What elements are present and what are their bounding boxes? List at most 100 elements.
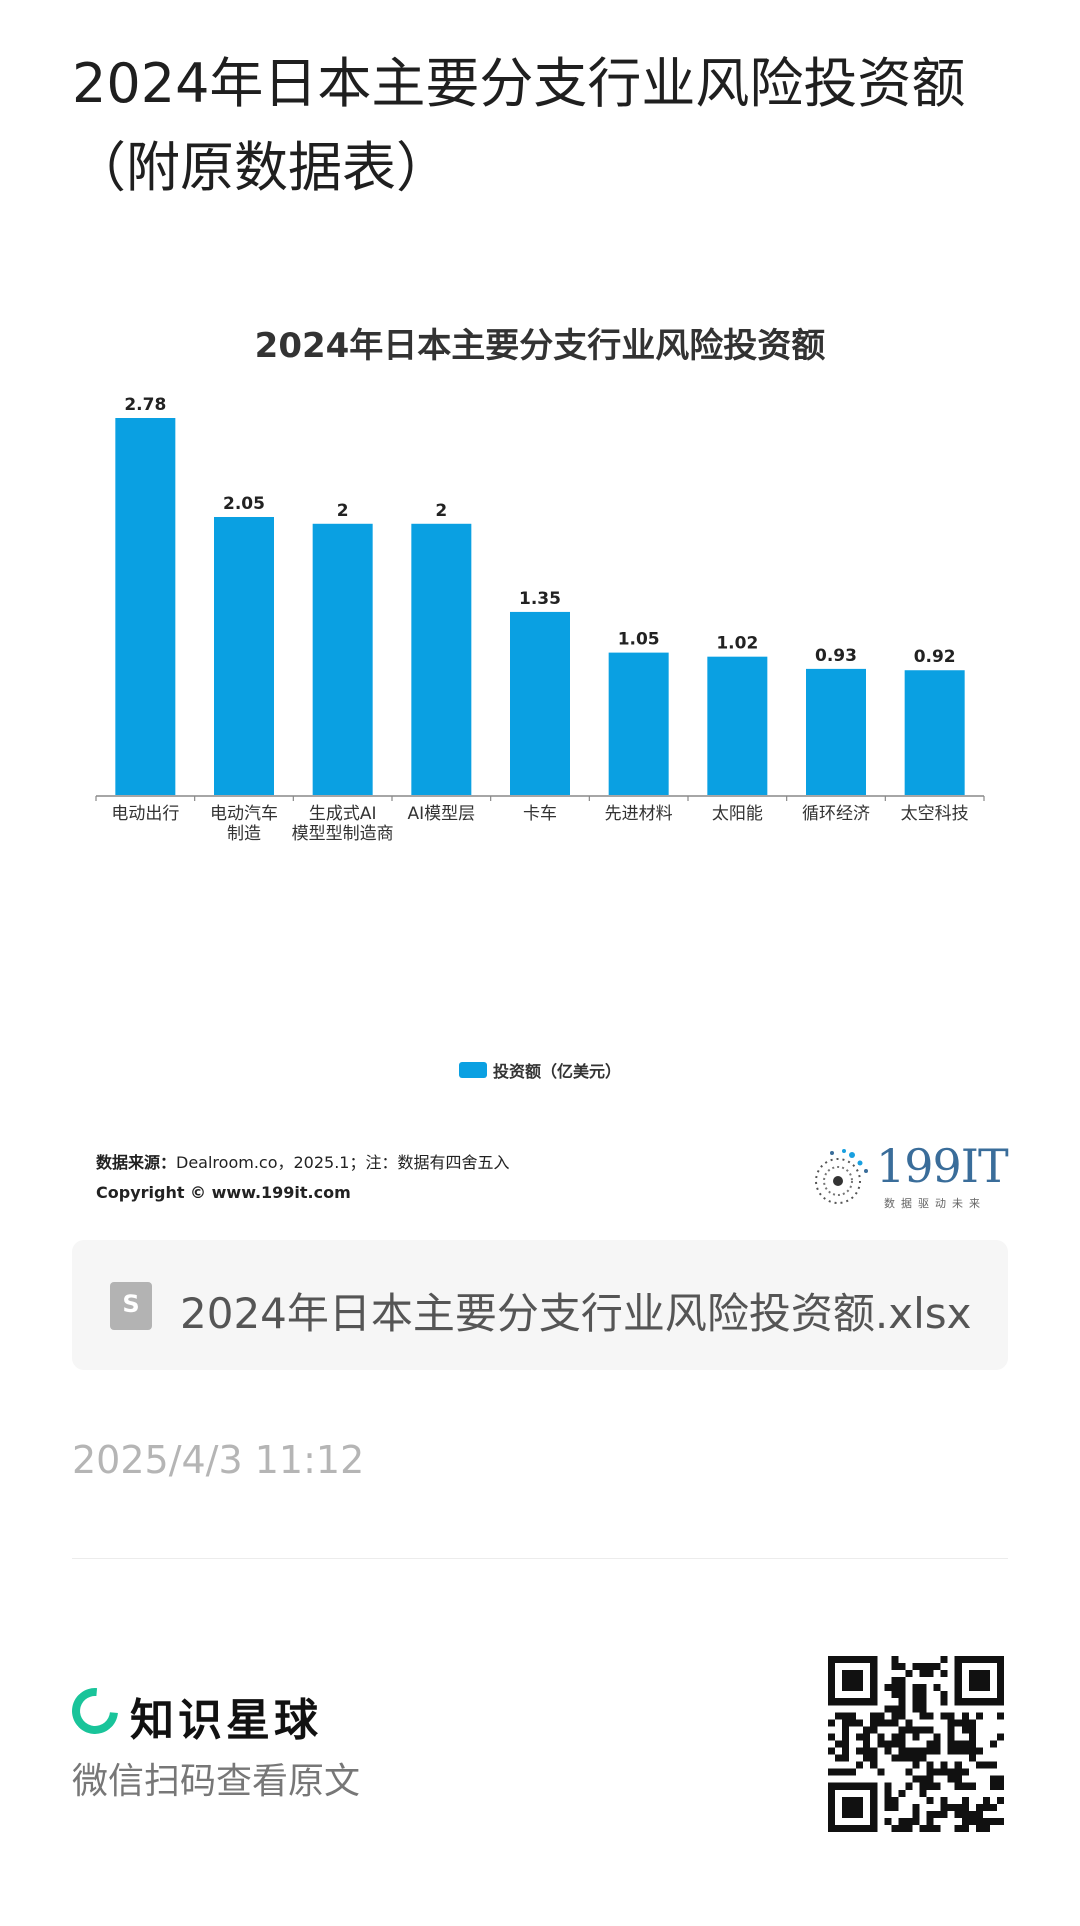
qr-code[interactable]	[828, 1656, 1004, 1832]
qr-module	[891, 1754, 899, 1762]
qr-module	[975, 1761, 983, 1769]
chart-bar	[312, 523, 373, 795]
x-tick-label: 循环经济	[802, 804, 870, 824]
qr-module	[849, 1768, 857, 1776]
qr-module	[912, 1761, 920, 1769]
attachment-file-card[interactable]: 2024年日本主要分支行业风险投资额.xlsx	[72, 1240, 1008, 1370]
qr-module	[954, 1768, 962, 1776]
bar-value-label: 1.35	[519, 589, 561, 609]
qr-module	[863, 1754, 871, 1762]
qr-module	[912, 1775, 920, 1783]
qr-module	[891, 1824, 899, 1832]
qr-finder-pattern	[842, 1796, 864, 1818]
bar-value-label: 1.02	[716, 634, 758, 654]
qr-module	[912, 1733, 920, 1741]
qr-module	[919, 1775, 927, 1783]
x-tick-label: AI模型层	[408, 804, 476, 824]
qr-module	[898, 1726, 906, 1734]
qr-module	[975, 1810, 983, 1818]
qr-module	[968, 1747, 976, 1755]
qr-module	[835, 1754, 843, 1762]
qr-module	[842, 1754, 850, 1762]
qr-module	[891, 1663, 899, 1671]
qr-module	[968, 1726, 976, 1734]
qr-module	[961, 1803, 969, 1811]
qr-module	[926, 1775, 934, 1783]
qr-module	[996, 1782, 1004, 1790]
qr-module	[954, 1782, 962, 1790]
qr-module	[891, 1705, 899, 1713]
x-tick-label: 电动汽车	[210, 804, 278, 824]
qr-finder-pattern	[842, 1670, 864, 1692]
qr-module	[947, 1768, 955, 1776]
qr-module	[968, 1733, 976, 1741]
qr-module	[961, 1712, 969, 1720]
chart-bar	[904, 670, 965, 795]
qr-module	[933, 1768, 941, 1776]
bar-value-label: 2.05	[223, 494, 265, 514]
qr-module	[926, 1796, 934, 1804]
qr-module	[919, 1684, 927, 1692]
qr-module	[954, 1803, 962, 1811]
qr-module	[898, 1712, 906, 1720]
qr-module	[877, 1719, 885, 1727]
qr-module	[870, 1747, 878, 1755]
qr-module	[891, 1656, 899, 1664]
qr-module	[926, 1747, 934, 1755]
199it-logo: 199IT 数据驱动未来	[808, 1135, 1009, 1215]
qr-module	[926, 1761, 934, 1769]
qr-module	[968, 1754, 976, 1762]
qr-module	[870, 1719, 878, 1727]
qr-module	[933, 1733, 941, 1741]
bar-value-label: 1.05	[618, 630, 660, 650]
qr-module	[947, 1775, 955, 1783]
qr-module	[926, 1670, 934, 1678]
qr-module	[891, 1677, 899, 1685]
qr-module	[898, 1698, 906, 1706]
qr-module	[842, 1747, 850, 1755]
qr-module	[926, 1712, 934, 1720]
qr-module	[926, 1817, 934, 1825]
qr-module	[905, 1817, 913, 1825]
qr-module	[842, 1712, 850, 1720]
qr-module	[919, 1712, 927, 1720]
qr-module	[975, 1817, 983, 1825]
chart-legend: 投资额（亿美元）	[72, 1058, 1008, 1082]
qr-module	[870, 1726, 878, 1734]
qr-module	[996, 1712, 1004, 1720]
attachment-file-name: 2024年日本主要分支行业风险投资额.xlsx	[180, 1289, 972, 1338]
qr-module	[940, 1810, 948, 1818]
qr-module	[961, 1740, 969, 1748]
qr-module	[884, 1782, 892, 1790]
qr-module	[954, 1747, 962, 1755]
qr-module	[989, 1761, 997, 1769]
chart-bar	[707, 656, 768, 795]
qr-module	[891, 1691, 899, 1699]
qr-module	[912, 1810, 920, 1818]
qr-module	[947, 1803, 955, 1811]
qr-module	[891, 1796, 899, 1804]
qr-module	[933, 1740, 941, 1748]
bar-value-label: 2	[435, 501, 447, 521]
qr-module	[884, 1796, 892, 1804]
scan-hint: 微信扫码查看原文	[72, 1761, 361, 1802]
qr-module	[940, 1761, 948, 1769]
qr-module	[968, 1817, 976, 1825]
bar-value-label: 2.78	[124, 395, 166, 415]
bar-value-label: 0.93	[815, 646, 857, 666]
qr-module	[954, 1740, 962, 1748]
qr-module	[828, 1768, 836, 1776]
qr-module	[905, 1754, 913, 1762]
qr-module	[989, 1775, 997, 1783]
qr-module	[926, 1824, 934, 1832]
copyright-text: Copyright © www.199it.com	[96, 1183, 351, 1202]
qr-module	[926, 1810, 934, 1818]
page-title: 2024年日本主要分支行业风险投资额（附原数据表）	[72, 52, 966, 199]
qr-module	[898, 1740, 906, 1748]
qr-module	[975, 1824, 983, 1832]
qr-module	[905, 1824, 913, 1832]
qr-module	[877, 1740, 885, 1748]
qr-module	[968, 1810, 976, 1818]
qr-module	[947, 1719, 955, 1727]
dots-logo-icon	[815, 1149, 868, 1204]
